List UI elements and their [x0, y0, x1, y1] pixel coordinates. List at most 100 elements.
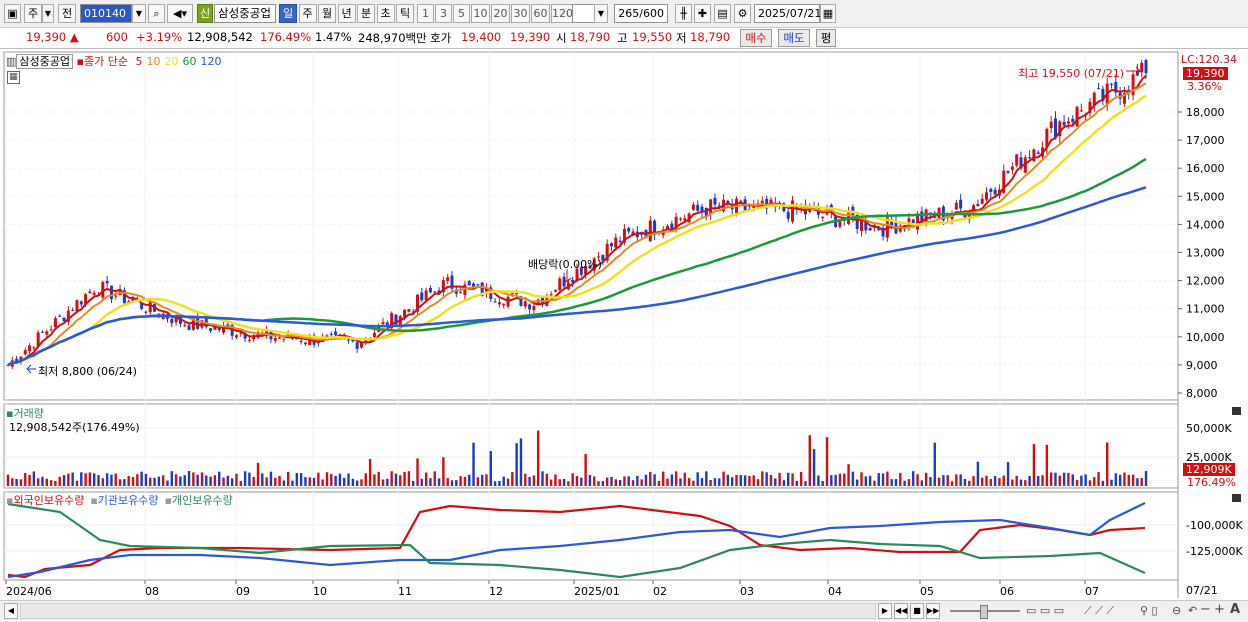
price-tick-label: 9,000	[1186, 359, 1218, 372]
volume-bar	[623, 476, 626, 486]
search-icon[interactable]: ⌕	[148, 4, 165, 23]
settings-gear-icon[interactable]: ⚙	[734, 4, 751, 23]
volume-bar	[118, 479, 122, 486]
expand-icon[interactable]: +	[1214, 602, 1225, 617]
drawing-tools-icon[interactable]: ⟋ ⟋ ⟋	[1084, 604, 1115, 617]
volume-bar	[1106, 442, 1109, 486]
link-icon[interactable]: ⚲ ▯	[1140, 604, 1158, 617]
candle-body	[985, 192, 989, 200]
interval-tab-20[interactable]: 20	[491, 4, 510, 23]
candle-body	[428, 287, 432, 293]
interval-tab-1[interactable]: 1	[417, 4, 434, 23]
candle-body	[303, 342, 307, 345]
data-count-field[interactable]: 265/600	[614, 4, 668, 23]
volume-bar	[11, 478, 14, 486]
volume-bar	[730, 477, 734, 486]
buy-button[interactable]: 매수	[740, 29, 772, 47]
evaluate-button[interactable]: 평	[816, 29, 836, 47]
volume-bar	[269, 471, 273, 486]
stock-chart[interactable]: 18,000 17,000 16,000 15,000 14,000 13,000 12,0…	[0, 50, 1248, 600]
candle-body	[691, 204, 695, 210]
period-tab-0[interactable]: 일	[279, 4, 297, 23]
volume-bar	[541, 471, 544, 486]
candle-body	[1062, 121, 1066, 126]
volume-bar	[812, 449, 816, 486]
volume-bar	[618, 480, 622, 486]
volume-bar	[670, 474, 674, 486]
candle-body	[40, 331, 44, 333]
code-dropdown-icon[interactable]: ▼	[132, 4, 146, 23]
candle-body	[838, 221, 842, 227]
pane-close-icon	[1232, 494, 1241, 502]
high-price: 19,550	[632, 30, 673, 44]
candle-body	[924, 209, 928, 223]
scroll-left-icon[interactable]: ◀	[4, 603, 18, 619]
candle-body	[1088, 101, 1092, 113]
scroll-right-icon[interactable]: ▶	[878, 603, 892, 619]
volume-bar	[924, 472, 928, 486]
period-tab-6[interactable]: 틱	[396, 4, 414, 23]
volume-bar	[15, 478, 18, 486]
shrink-icon[interactable]: −	[1200, 602, 1211, 617]
zoom-slider-handle[interactable]	[980, 605, 988, 619]
period-tab-5[interactable]: 초	[376, 4, 395, 23]
interval-tab-3[interactable]: 3	[435, 4, 452, 23]
sell-button[interactable]: 매도	[778, 29, 810, 47]
stop-icon[interactable]: ■	[910, 603, 924, 619]
undo-icon[interactable]: ↶	[1188, 604, 1198, 617]
stock-code-input[interactable]: 010140	[80, 4, 132, 23]
volume-bar	[36, 478, 40, 486]
save-icon[interactable]: ▤	[714, 4, 731, 23]
interval-tab-10[interactable]: 10	[471, 4, 490, 23]
period-tab-2[interactable]: 월	[318, 4, 336, 23]
interval-dropdown-icon[interactable]: ▼	[594, 4, 608, 23]
chart-area[interactable]: 18,000 17,000 16,000 15,000 14,000 13,000 12,0…	[0, 50, 1248, 600]
period-tab-3[interactable]: 년	[337, 4, 356, 23]
candle-body	[864, 220, 868, 231]
volume-bar	[726, 474, 730, 486]
volume-bar	[959, 474, 962, 486]
date-field[interactable]: 2025/07/21	[754, 4, 821, 23]
interval-tab-5[interactable]: 5	[453, 4, 470, 23]
interval-tab-60[interactable]: 60	[531, 4, 550, 23]
period-dropdown-icon[interactable]: ▼	[42, 4, 54, 23]
speaker-icon[interactable]: ◀▾	[167, 4, 193, 23]
volume-bar	[864, 476, 868, 486]
volume-bar	[179, 476, 182, 486]
new-badge: 신	[197, 4, 213, 23]
volume-bar	[640, 479, 643, 486]
zoom-out-icon[interactable]: ⊖	[1172, 604, 1182, 617]
candle-body	[454, 289, 458, 294]
period-tab-1[interactable]: 주	[298, 4, 317, 23]
text-size-icon[interactable]: A	[1230, 602, 1241, 617]
volume-bar	[907, 479, 911, 486]
candle-body	[114, 295, 118, 297]
calendar-icon[interactable]: ▦	[820, 4, 836, 23]
volume-bar	[903, 480, 906, 486]
candle-body	[450, 275, 454, 289]
candle-type-icon[interactable]: ╫	[675, 4, 692, 23]
fast-forward-icon[interactable]: ▶▶	[926, 603, 940, 619]
volume-bar	[437, 478, 441, 486]
candle-body	[441, 280, 445, 293]
cross-tool-icon[interactable]: ✚	[694, 4, 711, 23]
horizontal-scrollbar[interactable]	[20, 603, 876, 619]
interval-tab-30[interactable]: 30	[511, 4, 530, 23]
volume-bar	[821, 481, 824, 486]
prev-button[interactable]: 전	[58, 4, 76, 23]
layout-icon[interactable]: ▭ ▭ ▭	[1026, 604, 1065, 617]
volume-bar	[1097, 472, 1100, 486]
rewind-icon[interactable]: ◀◀	[894, 603, 908, 619]
open-price: 18,790	[570, 30, 611, 44]
volume-bar	[985, 475, 988, 486]
period-toggle-button[interactable]: 주	[24, 4, 42, 23]
volume-bar	[920, 480, 924, 486]
x-tick-label: 05	[920, 585, 934, 598]
period-tab-4[interactable]: 분	[357, 4, 375, 23]
chart-menu-icon[interactable]: ▣	[4, 4, 21, 23]
volume-bar	[808, 435, 811, 486]
candle-body	[49, 329, 53, 331]
volume-bar	[666, 478, 669, 486]
interval-tab-120[interactable]: 120	[551, 4, 573, 23]
grid-toggle-icon[interactable]: ▦	[7, 71, 20, 84]
